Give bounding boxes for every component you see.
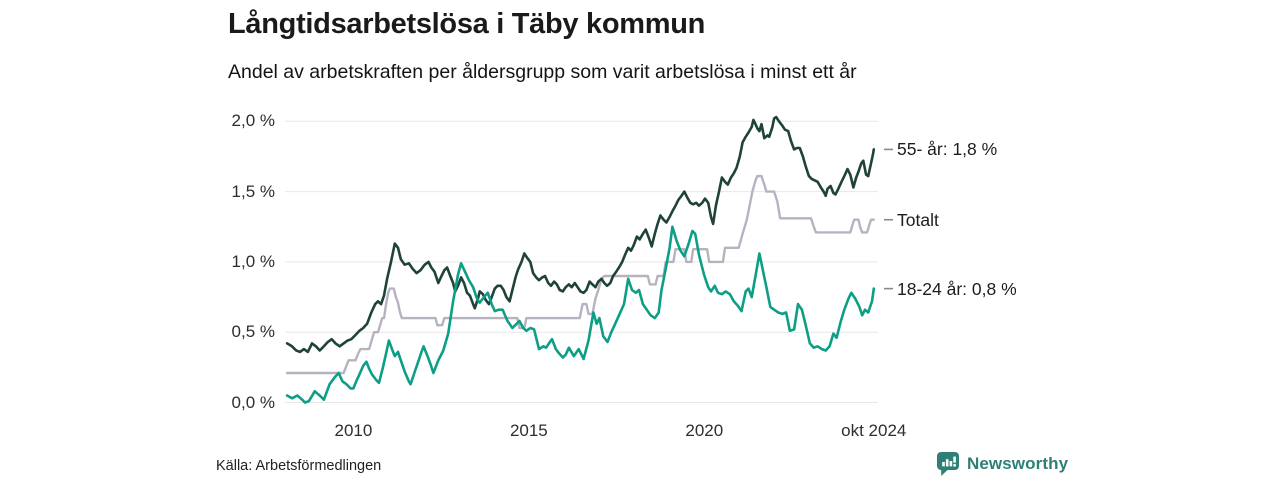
series-label-totalt: Totalt bbox=[897, 209, 939, 230]
newsworthy-pin-icon bbox=[937, 452, 959, 476]
y-tick-4: 2,0 % bbox=[231, 111, 275, 131]
y-tick-0: 0,0 % bbox=[231, 392, 275, 412]
source-note: Källa: Arbetsförmedlingen bbox=[216, 458, 382, 474]
line-55-r bbox=[285, 115, 876, 354]
series-end-dashes bbox=[884, 148, 893, 290]
brand-name: Newsworthy bbox=[967, 454, 1069, 473]
series-label-18-24: 18-24 år: 0,8 % bbox=[897, 278, 1017, 299]
series-label-55: 55- år: 1,8 % bbox=[897, 139, 998, 160]
line-Totalt bbox=[285, 174, 875, 375]
brand-logo: Newsworthy bbox=[936, 450, 1068, 478]
line-18-24-r bbox=[285, 225, 876, 404]
x-tick-2020: 2020 bbox=[685, 421, 724, 440]
x-tick-2015: 2015 bbox=[509, 421, 548, 440]
series-lines bbox=[285, 115, 876, 404]
y-tick-3: 1,5 % bbox=[231, 181, 275, 201]
chart-subtitle: Andel av arbetskraften per åldersgrupp s… bbox=[228, 61, 857, 83]
page-title: Långtidsarbetslösa i Täby kommun bbox=[228, 8, 706, 40]
x-tick-okt-2024: okt 2024 bbox=[841, 421, 907, 440]
gridlines bbox=[285, 120, 878, 403]
y-tick-2: 1,0 % bbox=[231, 251, 275, 271]
y-tick-1: 0,5 % bbox=[231, 322, 275, 342]
x-tick-2010: 2010 bbox=[334, 421, 373, 440]
